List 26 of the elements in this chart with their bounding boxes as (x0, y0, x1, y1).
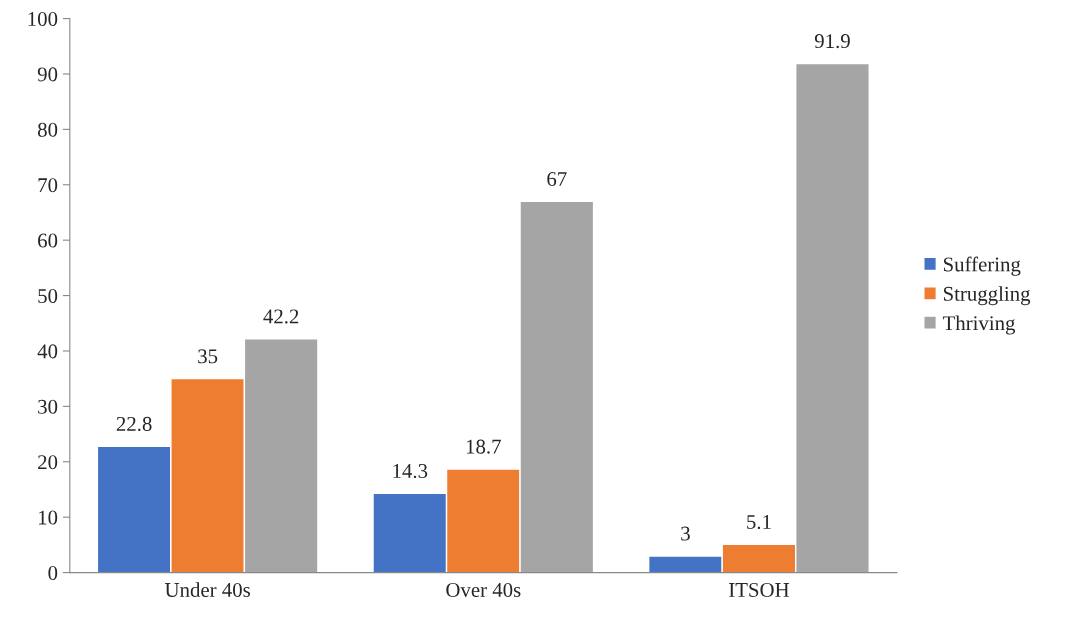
y-tick-label: 60 (38, 233, 58, 248)
data-label: 67 (547, 172, 567, 187)
y-tick-label: 0 (48, 565, 58, 581)
x-tick-label: Under 40s (164, 582, 250, 597)
x-tick-label: Over 40s (446, 582, 521, 597)
legend-label: Thriving (942, 315, 1016, 335)
data-label: 22.8 (116, 416, 152, 432)
data-label: 42.2 (263, 309, 299, 324)
data-label: 35 (198, 349, 218, 364)
y-tick-label: 20 (38, 455, 58, 470)
y-tick-label: 30 (38, 399, 58, 414)
y-tick-label: 100 (28, 11, 58, 26)
y-tick-label: 10 (39, 510, 58, 525)
data-label: 91.9 (814, 34, 850, 49)
y-tick-label: 50 (38, 288, 58, 304)
data-label: 3 (681, 526, 690, 541)
data-label: 5.1 (747, 515, 771, 530)
data-label: 14.3 (393, 464, 428, 479)
legend-label: Struggling (943, 286, 1031, 306)
y-tick-label: 80 (37, 122, 58, 137)
legend-label: Suffering (943, 256, 1021, 276)
data-label: 18.7 (466, 439, 501, 454)
y-tick-label: 40 (37, 344, 58, 359)
y-tick-label: 70 (38, 178, 58, 193)
y-tick-label: 90 (37, 67, 58, 82)
x-tick-label: ITSOH (729, 582, 790, 597)
